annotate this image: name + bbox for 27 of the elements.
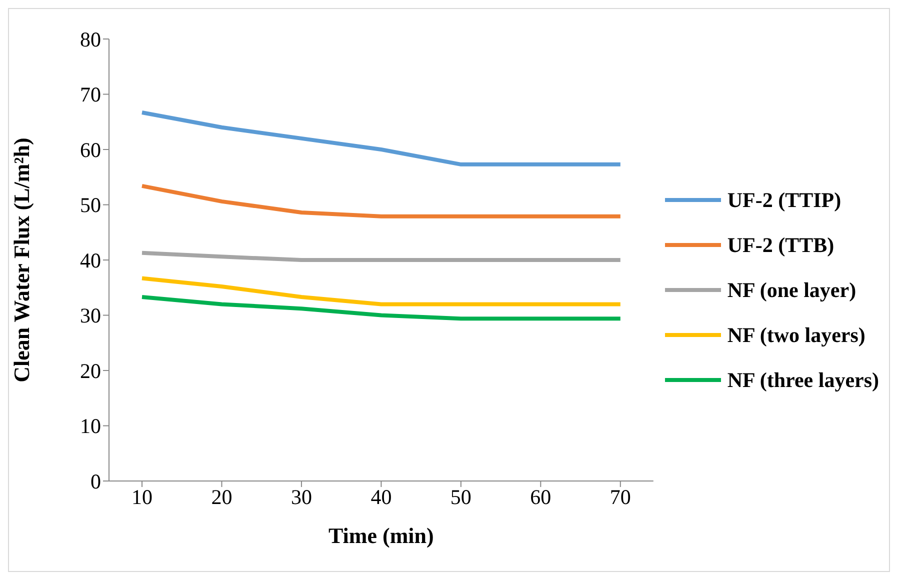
x-axis-title: Time (min) (328, 523, 434, 548)
y-tick-label: 50 (80, 193, 101, 218)
line-series (140, 295, 622, 321)
x-tick-label: 50 (450, 484, 472, 509)
y-tick-label: 40 (80, 248, 101, 272)
legend-label: UF-2 (TTIP) (727, 188, 842, 212)
y-tick-label: 20 (80, 358, 101, 383)
legend-label: UF-2 (TTB) (727, 232, 834, 258)
x-tick-label: 70 (610, 484, 631, 509)
y-tick-label: 10 (80, 414, 101, 438)
y-tick-label: 70 (80, 82, 101, 107)
y-axis-title: Clean Water Flux (L/m²h) (8, 138, 34, 382)
y-tick-label: 0 (90, 469, 101, 494)
x-tick-label: 20 (211, 484, 232, 509)
x-tick-label: 40 (370, 484, 392, 509)
legend-label: NF (two layers) (727, 322, 866, 348)
line-series (140, 276, 622, 306)
x-tick-label: 60 (530, 484, 552, 509)
y-tick-label: 80 (80, 27, 101, 52)
y-tick-label: 60 (80, 138, 101, 162)
line-series (140, 110, 622, 166)
x-tick-label: 10 (132, 484, 152, 509)
line-series (140, 184, 622, 218)
legend-label: NF (one layer) (727, 278, 856, 302)
x-tick-label: 30 (290, 484, 312, 509)
y-tick-label: 30 (80, 304, 101, 328)
legend-label: NF (three layers) (727, 368, 879, 392)
